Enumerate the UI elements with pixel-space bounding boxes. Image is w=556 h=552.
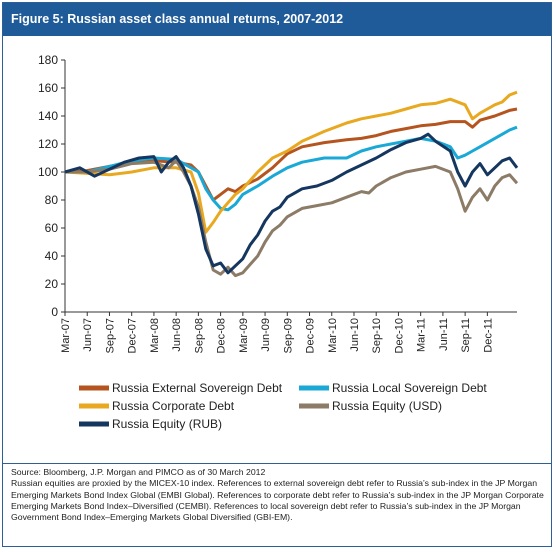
series-line-4 [64, 132, 519, 275]
legend-label-4: Russia Equity (RUB) [112, 417, 222, 431]
y-tick-label: 20 [45, 277, 59, 291]
figure-title: Figure 5: Russian asset class annual ret… [3, 3, 551, 36]
figure-notes: Source: Bloomberg, J.P. Morgan and PIMCO… [11, 467, 547, 523]
line-chart: 0 20 40 60 80 100 120 140 160 180 Mar-07 Jun-07 Sep-… [38, 53, 519, 431]
x-tick-label: Dec-07 [127, 318, 139, 353]
x-tick-label: Jun-08 [171, 318, 183, 352]
x-tick-label: Mar-10 [327, 318, 339, 353]
chart-legend: Russia External Sovereign Debt Russia Loc… [79, 381, 487, 431]
y-tick-label: 160 [38, 81, 58, 95]
x-tick-label: Sep-11 [460, 318, 472, 353]
x-tick-label: Jun-07 [82, 318, 94, 352]
legend-label-3: Russia Equity (USD) [332, 399, 442, 413]
x-tick-label: Dec-10 [393, 318, 405, 353]
x-tick-label: Sep-10 [371, 318, 383, 353]
y-tick-label: 60 [45, 221, 59, 235]
chart-axes: 0 20 40 60 80 100 120 140 160 180 Mar-07 Jun-07 Sep-… [38, 53, 517, 353]
legend-label-0: Russia External Sovereign Debt [112, 381, 283, 395]
divider [3, 463, 551, 464]
x-tick-label: Dec-09 [305, 318, 317, 353]
x-tick-label: Dec-11 [482, 318, 494, 353]
legend-label-1: Russia Local Sovereign Debt [332, 381, 487, 395]
methodology-note: Russian equities are proxied by the MICE… [11, 478, 544, 523]
chart-lines [64, 90, 519, 278]
x-tick-label: Sep-08 [193, 318, 205, 353]
x-tick-label: Mar-11 [416, 318, 428, 352]
y-tick-label: 0 [51, 305, 58, 319]
y-tick-label: 180 [38, 53, 58, 67]
y-tick-label: 80 [45, 193, 59, 207]
source-note: Source: Bloomberg, J.P. Morgan and PIMCO… [11, 467, 266, 477]
series-line-3 [65, 159, 519, 278]
y-tick-label: 120 [38, 137, 58, 151]
x-tick-label: Mar-09 [238, 318, 250, 353]
series-line-0 [64, 107, 518, 202]
x-tick-label: Jun-11 [438, 318, 450, 351]
y-tick-label: 140 [38, 109, 58, 123]
legend-label-2: Russia Corporate Debt [112, 399, 235, 413]
series-line-1 [65, 125, 518, 212]
x-tick-label: Sep-09 [282, 318, 294, 353]
x-tick-label: Mar-08 [149, 318, 161, 353]
figure-frame: Figure 5: Russian asset class annual ret… [2, 2, 552, 547]
x-tick-label: Jun-09 [260, 318, 272, 352]
x-tick-label: Mar-07 [60, 318, 72, 353]
y-tick-label: 100 [38, 165, 58, 179]
x-tick-label: Dec-08 [216, 318, 228, 353]
x-tick-label: Jun-10 [349, 318, 361, 352]
y-tick-label: 40 [45, 249, 59, 263]
x-tick-label: Sep-07 [104, 318, 116, 353]
